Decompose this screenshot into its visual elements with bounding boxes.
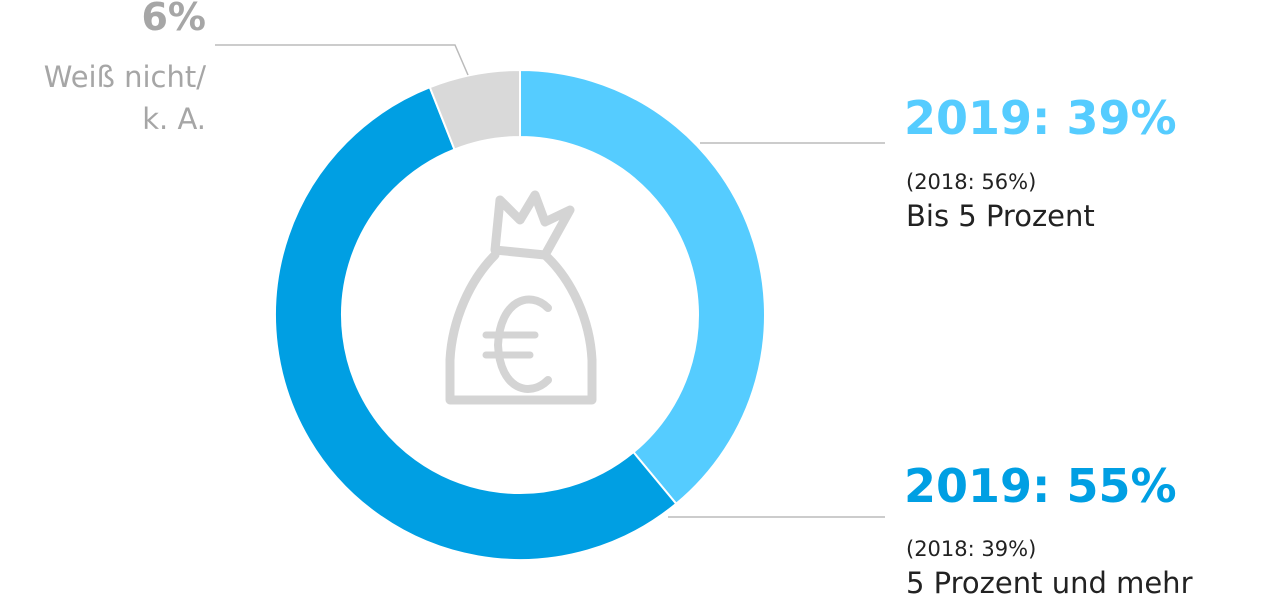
- category-label: 5 Prozent und mehr: [906, 566, 1193, 600]
- value-label: 2019: 55%: [904, 459, 1177, 513]
- category-label: Weiß nicht/ k. A.: [43, 60, 206, 137]
- category-label: Bis 5 Prozent: [906, 199, 1095, 233]
- money-bag-icon: [445, 190, 597, 405]
- donut-segment: [274, 85, 678, 561]
- donut: [274, 68, 766, 561]
- donut-segment: [428, 68, 521, 151]
- leader-lines: [215, 44, 885, 518]
- previous-label: (2018: 39%): [906, 537, 1037, 561]
- value-label: 6%: [141, 0, 206, 39]
- previous-label: (2018: 56%): [906, 170, 1037, 194]
- donut-segment: [519, 68, 766, 506]
- value-label: 2019: 39%: [904, 91, 1177, 145]
